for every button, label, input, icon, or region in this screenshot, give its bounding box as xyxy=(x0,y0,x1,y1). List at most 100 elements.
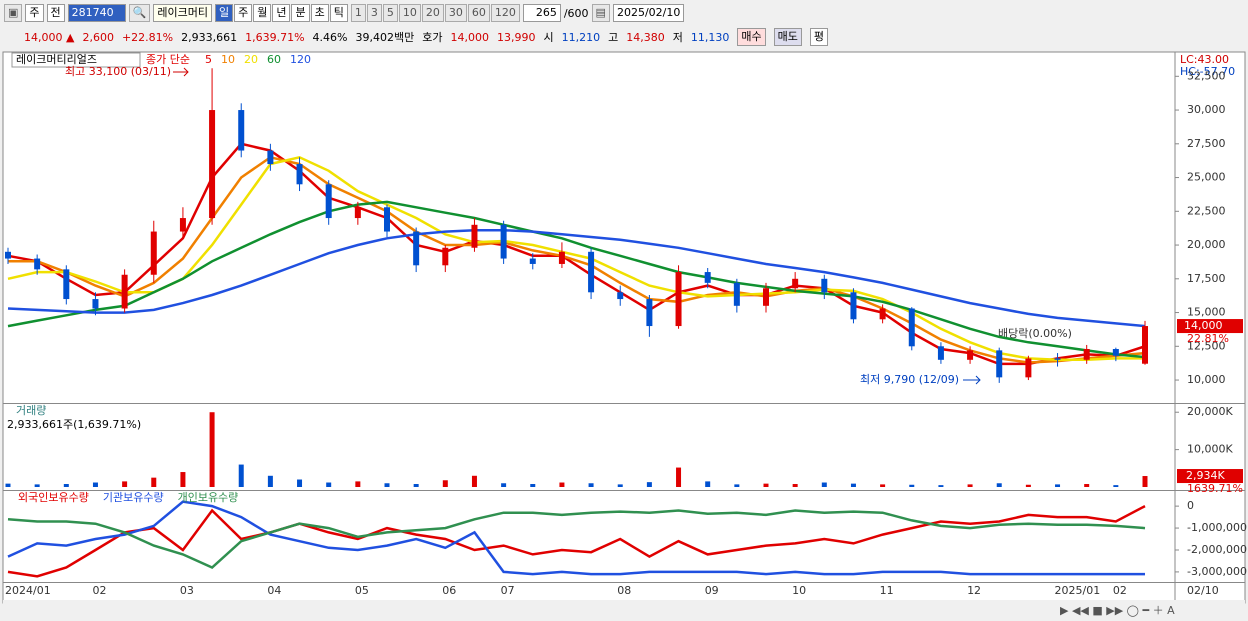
candle-body xyxy=(92,299,99,309)
candle-body xyxy=(179,218,186,232)
low: 11,130 xyxy=(690,30,730,44)
period-button[interactable]: 초 xyxy=(310,4,329,22)
line-series xyxy=(7,155,1145,362)
legend-entry: 기관보유수량 xyxy=(103,491,164,504)
volume-bar xyxy=(122,481,128,487)
period-button[interactable]: 틱 xyxy=(329,4,348,22)
period-button[interactable]: 년 xyxy=(272,4,291,22)
interval-button[interactable]: 3 xyxy=(366,4,382,22)
turnover: 4.46% xyxy=(312,30,348,44)
date[interactable]: 2025/02/10 xyxy=(612,4,685,22)
period-button[interactable]: 주 xyxy=(234,4,253,22)
volume-bar xyxy=(238,464,244,487)
volume-bar xyxy=(501,483,507,487)
volume-bar xyxy=(821,482,827,487)
volume-bar xyxy=(5,483,11,487)
tool[interactable]: ▤ xyxy=(591,4,610,22)
count[interactable]: 265 xyxy=(522,4,561,22)
volume-bar xyxy=(617,484,623,487)
open-label: 시 xyxy=(543,31,554,44)
interval-button[interactable]: 60 xyxy=(467,4,490,22)
y-tick-label: 25,000 xyxy=(1187,171,1226,184)
period-button[interactable]: 일 xyxy=(214,4,234,22)
chart: 레이크머티리얼즈 종가 단순 최고 33,100 (03/11) 최저 9,79… xyxy=(2,51,1247,621)
line-series xyxy=(7,500,1145,576)
avg-button[interactable]: 평 xyxy=(809,28,828,46)
x-tick-label: 05 xyxy=(355,584,369,597)
interval-button[interactable]: 1 xyxy=(350,4,366,22)
prev[interactable]: 전 xyxy=(46,4,65,22)
open: 11,210 xyxy=(561,30,601,44)
volume-info: 2,933,661주(1,639.71%) xyxy=(7,418,141,431)
quote-bar: 14,000 ▲ 2,600 +22.81% 2,933,661 1,639.7… xyxy=(0,25,1248,49)
bid: 13,990 xyxy=(496,30,536,44)
scroll-controls[interactable]: ▶ ◀◀ ■ ▶▶ ◯ ━ ＋ A xyxy=(1060,604,1175,617)
price-title: 레이크머티리얼즈 xyxy=(16,52,97,66)
search[interactable]: 🔍 xyxy=(128,4,151,22)
candle-body xyxy=(704,272,711,283)
y-tick-label: 27,500 xyxy=(1187,137,1226,150)
period-button[interactable]: 월 xyxy=(253,4,272,22)
lc: LC:43.00 xyxy=(1180,53,1229,66)
volume-bar xyxy=(850,483,856,487)
y-tick-label: -3,000,000 xyxy=(1187,565,1247,578)
period-button[interactable]: 분 xyxy=(291,4,310,22)
code-input[interactable]: 281740 xyxy=(67,4,126,22)
legend-entry: 120 xyxy=(290,53,311,66)
candle-body xyxy=(1054,358,1061,360)
legend-entry: 20 xyxy=(244,53,258,66)
candle-body xyxy=(354,207,361,219)
x-tick-label: 2024/01 xyxy=(5,584,51,597)
legend-entry: 개인보유수량 xyxy=(178,491,239,504)
x-tick-label: 12 xyxy=(967,584,981,597)
volume-bar xyxy=(1055,484,1061,487)
sell-button[interactable]: 매도 xyxy=(773,28,802,46)
candle-body xyxy=(558,251,565,264)
candle-body xyxy=(617,292,624,300)
stock-name: 레이크머티 xyxy=(153,4,212,22)
volume-bar xyxy=(705,481,711,487)
candle-body xyxy=(1112,349,1119,356)
y-tick-label: 0 xyxy=(1187,499,1194,512)
interval-button[interactable]: 10 xyxy=(398,4,421,22)
buy-button[interactable]: 매수 xyxy=(737,28,766,46)
volume-bar xyxy=(297,479,303,487)
interval-button[interactable]: 5 xyxy=(382,4,398,22)
volume-bar xyxy=(92,482,98,487)
x-tick-label: 09 xyxy=(705,584,719,597)
line-series xyxy=(7,200,1146,359)
price: 14,000 ▲ xyxy=(24,30,75,44)
legend-entry: 60 xyxy=(267,53,281,66)
high-note: 최고 33,100 (03/11) xyxy=(65,65,171,78)
legend-entry: 5 xyxy=(205,53,212,66)
last-value-box xyxy=(1177,469,1243,484)
interval-button[interactable]: 120 xyxy=(490,4,520,22)
volume-rate: 1,639.71% xyxy=(245,30,305,44)
candle-body xyxy=(384,207,390,232)
ask-label: 호가 xyxy=(422,31,443,44)
high-arrow xyxy=(173,67,189,77)
last-value: 14,000 xyxy=(1184,319,1223,332)
candle-body xyxy=(150,231,157,275)
volume-bar xyxy=(909,484,915,487)
y-tick-label: 15,000 xyxy=(1187,306,1226,319)
scrollbar[interactable] xyxy=(3,600,1245,621)
x-tick-label: 2025/01 xyxy=(1055,584,1101,597)
volume-bar xyxy=(442,480,448,487)
volume-bar xyxy=(326,482,332,487)
ask: 14,000 xyxy=(450,30,489,44)
candle-body xyxy=(413,231,420,266)
candle-body xyxy=(967,350,974,360)
interval-button[interactable]: 30 xyxy=(444,4,467,22)
interval-button[interactable]: 20 xyxy=(421,4,444,22)
candle-body xyxy=(675,272,682,327)
line-series xyxy=(7,509,1146,569)
y-tick-label: 20,000 xyxy=(1187,238,1226,251)
volume-bar xyxy=(996,483,1002,487)
candle-body xyxy=(34,258,41,270)
x-tick-label: 10 xyxy=(792,584,806,597)
market[interactable]: 주 xyxy=(25,4,44,22)
menu-button[interactable]: ▣ xyxy=(4,4,23,22)
x-tick-label: 06 xyxy=(442,584,456,597)
